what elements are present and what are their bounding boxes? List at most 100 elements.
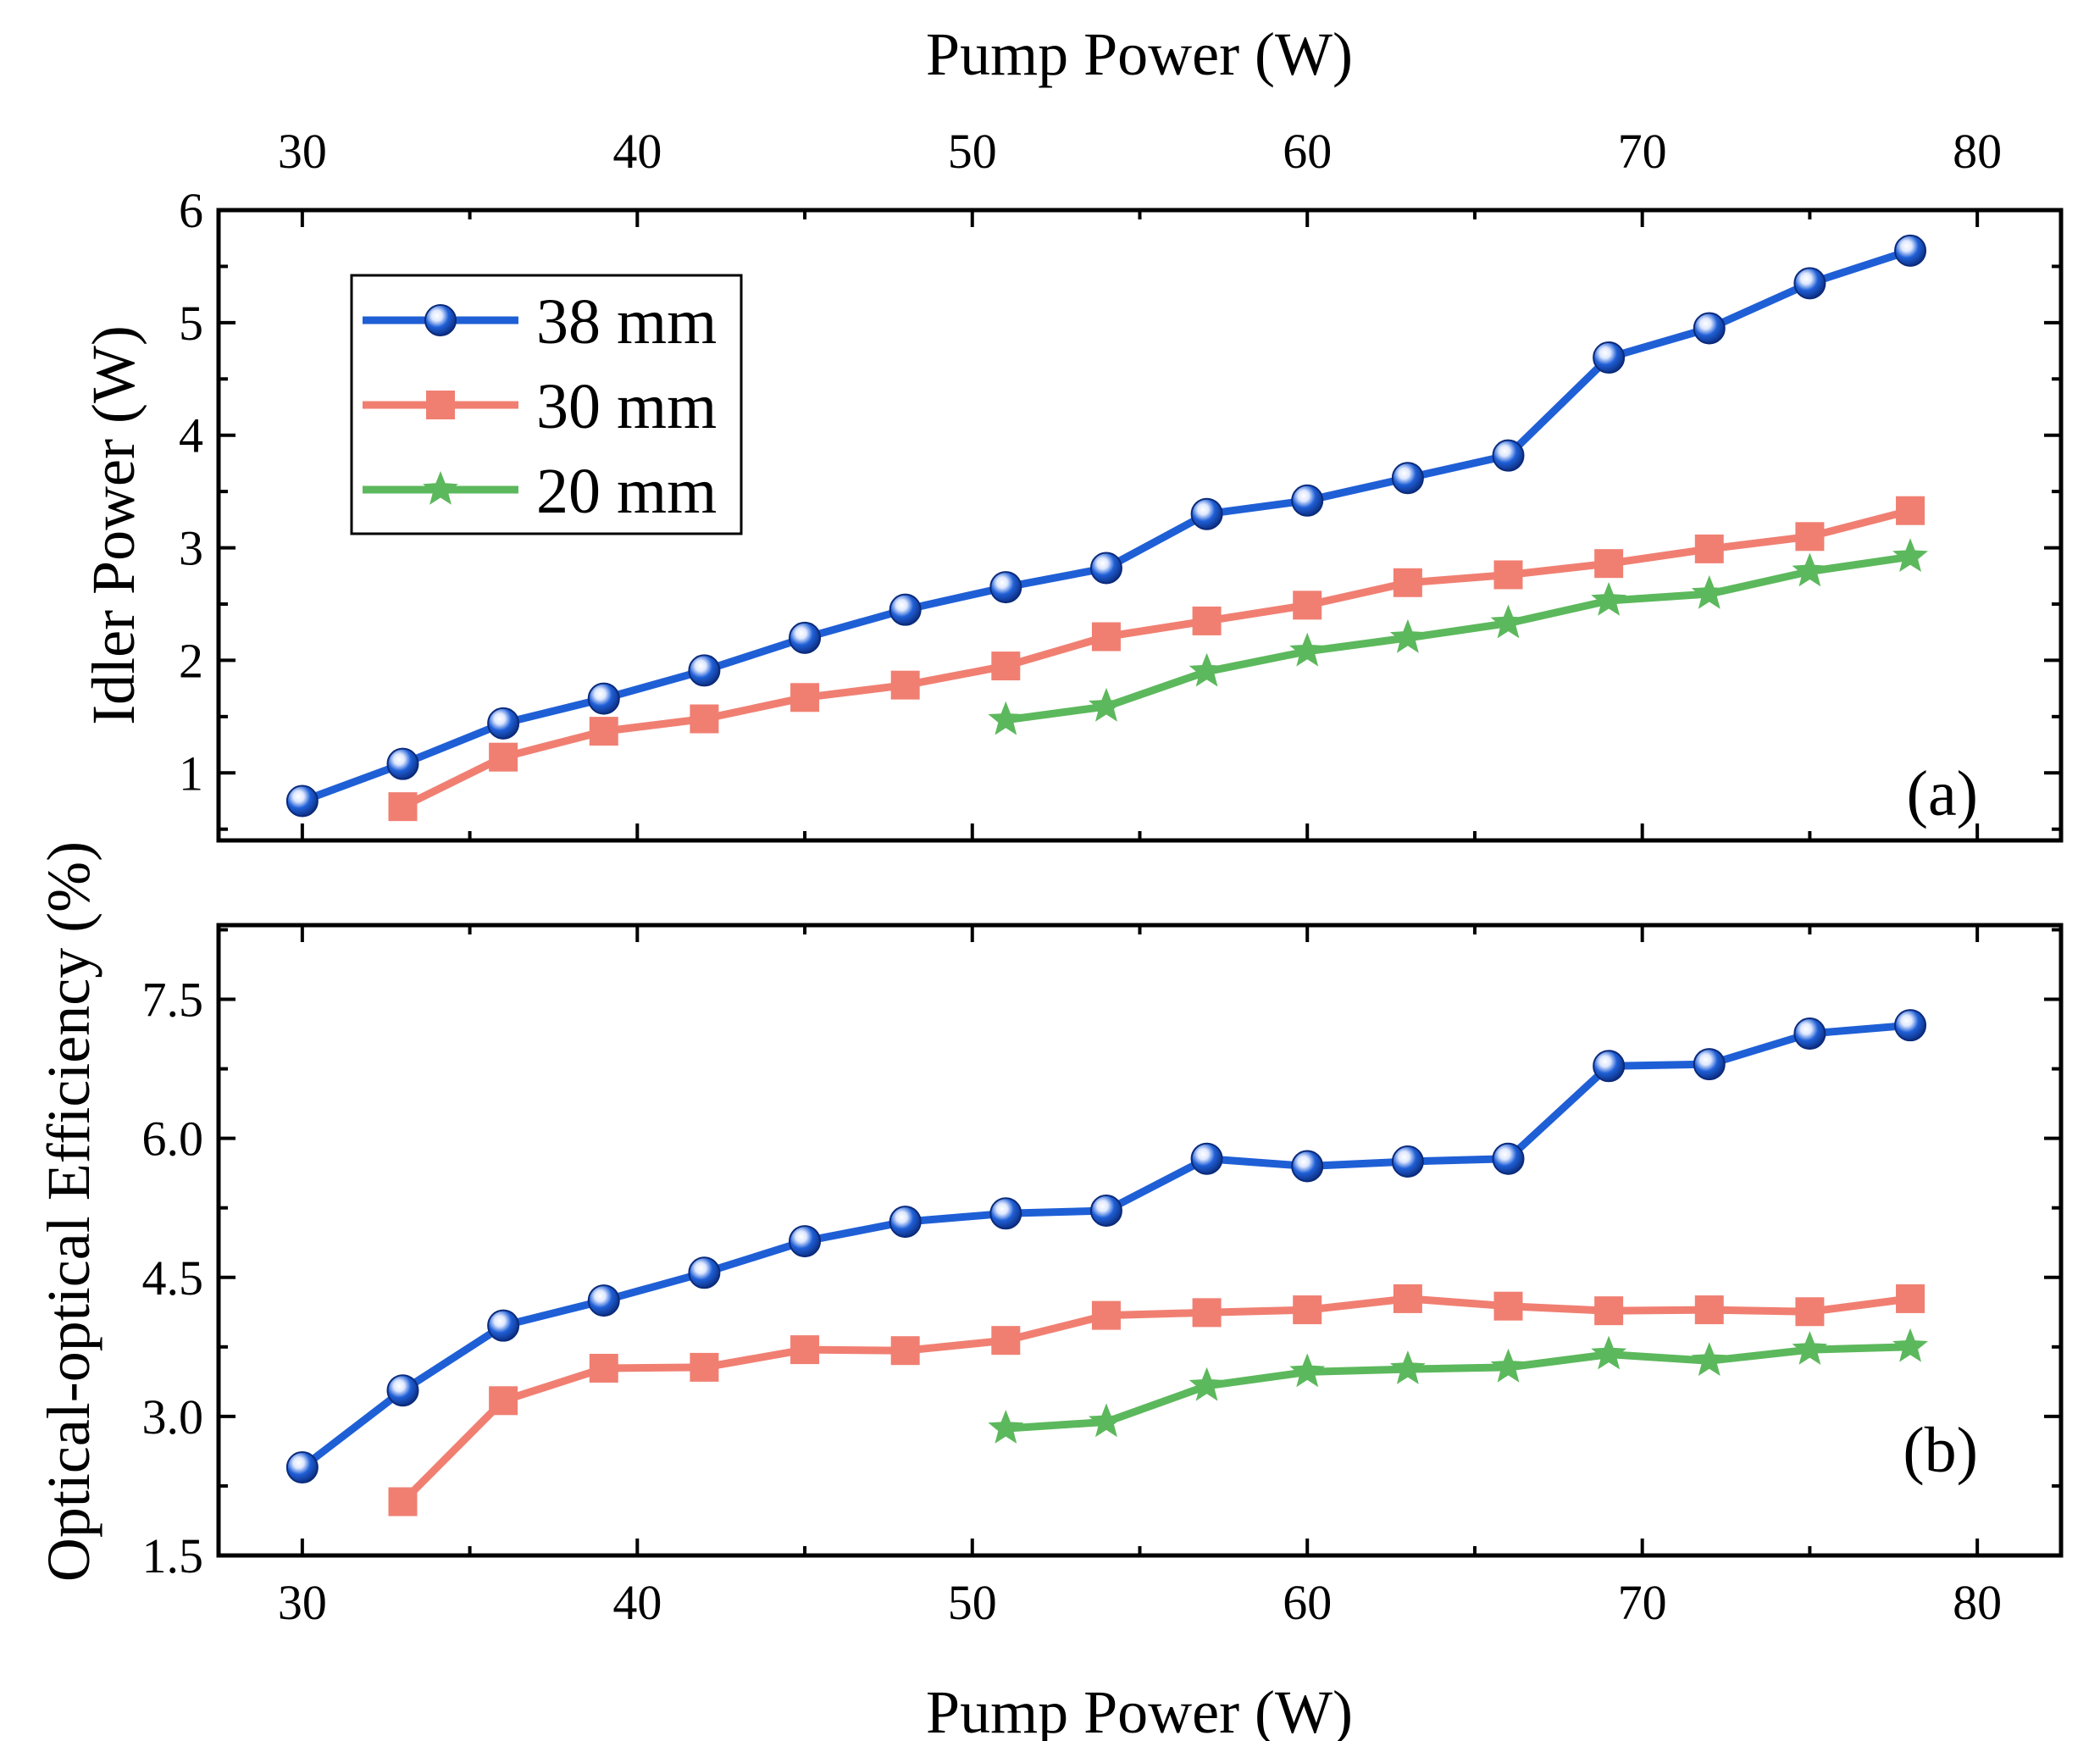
y-tick-label: 7.5: [142, 973, 204, 1028]
data-point-20mm: [1792, 552, 1828, 587]
legend-marker-38mm: [424, 304, 457, 336]
data-point-30mm: [991, 1326, 1021, 1356]
data-point-38mm: [487, 1309, 520, 1342]
x-tick-label: 30: [278, 1575, 327, 1630]
data-point-38mm: [1291, 484, 1324, 517]
data-point-30mm: [1493, 560, 1523, 590]
panel-a-ticks: 30 40 50 60 70 80 1 2 3 4 5 6: [179, 124, 2061, 840]
panel-a-idler-power: 30 40 50 60 70 80 1 2 3 4 5 6 Pump Power (W) Idler …: [80, 20, 2064, 843]
data-point-38mm: [889, 1206, 922, 1239]
data-point-38mm: [1492, 1142, 1525, 1175]
panel-a-x-axis-title: Pump Power (W): [926, 20, 1353, 88]
data-point-30mm: [1192, 1298, 1222, 1328]
panel-b-efficiency: 30 40 50 60 70 80 1.5 3.0 4.5 6.0 7.5 Pump Power (…: [35, 841, 2064, 1741]
legend-marker-20mm: [423, 471, 458, 505]
data-point-38mm: [487, 707, 520, 740]
panel-b-ticks: 30 40 50 60 70 80 1.5 3.0 4.5 6.0 7.5: [142, 925, 2061, 1630]
data-point-30mm: [991, 651, 1021, 681]
y-tick-label: 4: [179, 408, 203, 463]
data-point-20mm: [1591, 582, 1627, 616]
x-tick-label: 80: [1953, 1575, 2002, 1630]
data-point-30mm: [1795, 1297, 1825, 1327]
data-point-30mm: [589, 717, 618, 746]
data-point-20mm: [1289, 1353, 1326, 1388]
data-point-30mm: [690, 1352, 719, 1382]
data-point-38mm: [1391, 1145, 1424, 1178]
data-point-30mm: [1594, 549, 1624, 579]
panel-b-frame: [216, 923, 2064, 1558]
data-point-30mm: [489, 742, 518, 772]
y-tick-label: 5: [179, 296, 203, 351]
x-tick-label: 70: [1618, 124, 1667, 179]
data-point-30mm: [890, 1336, 920, 1366]
data-point-20mm: [1189, 652, 1225, 687]
panel-b-y-axis-title: Optical-optical Efficiency (%): [35, 841, 103, 1582]
data-point-20mm: [988, 701, 1024, 735]
series-30mm: [388, 1284, 1925, 1516]
data-point-38mm: [1291, 1150, 1324, 1183]
series-line-38mm: [300, 1021, 1911, 1471]
data-point-30mm: [890, 670, 920, 700]
data-point-30mm: [1795, 522, 1825, 552]
series-line-20mm: [1005, 552, 1911, 724]
data-point-30mm: [1896, 496, 1925, 525]
x-tick-label: 50: [948, 124, 997, 179]
series-38mm: [285, 1009, 1927, 1484]
data-point-30mm: [1091, 622, 1121, 651]
x-tick-label: 80: [1953, 124, 2002, 179]
data-point-38mm: [989, 1197, 1022, 1230]
data-point-30mm: [489, 1386, 518, 1416]
data-point-38mm: [1593, 1050, 1626, 1083]
data-point-38mm: [1793, 1017, 1826, 1051]
data-point-30mm: [1293, 590, 1322, 620]
data-point-38mm: [1793, 267, 1826, 300]
data-point-30mm: [589, 1353, 618, 1383]
data-point-38mm: [889, 593, 922, 626]
legend: 38 mm 30 mm 20 mm: [350, 274, 743, 535]
data-point-20mm: [1892, 1328, 1928, 1362]
data-point-20mm: [1792, 1331, 1828, 1365]
series-line-30mm: [400, 1295, 1911, 1505]
panel-b-x-axis-title: Pump Power (W): [926, 1678, 1353, 1741]
y-tick-label: 4.5: [142, 1250, 204, 1306]
y-tick-label: 6: [179, 183, 203, 238]
data-point-38mm: [688, 1256, 721, 1289]
y-tick-label: 2: [179, 633, 203, 688]
data-point-38mm: [587, 682, 620, 715]
data-point-38mm: [1894, 234, 1927, 267]
series-20mm: [988, 538, 1928, 735]
data-point-30mm: [1694, 1295, 1724, 1325]
data-point-20mm: [1490, 1348, 1527, 1383]
data-point-38mm: [285, 1451, 319, 1484]
data-point-30mm: [1896, 1284, 1925, 1313]
x-tick-label: 40: [612, 124, 662, 179]
panel-a-y-axis-title: Idler Power (W): [80, 325, 147, 725]
data-point-38mm: [789, 621, 822, 654]
series-38mm: [285, 234, 1927, 818]
data-point-20mm: [1389, 1350, 1426, 1384]
data-point-20mm: [1189, 1367, 1225, 1401]
data-point-30mm: [690, 704, 719, 734]
data-point-20mm: [1691, 575, 1727, 609]
y-tick-label: 3: [179, 521, 203, 576]
data-point-20mm: [1089, 1403, 1124, 1438]
data-point-20mm: [1892, 538, 1928, 572]
panel-b-label: (b): [1903, 1415, 1978, 1486]
data-point-20mm: [1691, 1342, 1727, 1376]
series-30mm: [388, 496, 1925, 822]
data-point-20mm: [1089, 687, 1124, 722]
data-point-20mm: [1591, 1335, 1627, 1370]
data-point-38mm: [1894, 1009, 1927, 1042]
data-point-38mm: [1190, 1142, 1223, 1175]
data-point-30mm: [1393, 1284, 1422, 1313]
panel-a-series: [285, 234, 1928, 822]
data-point-20mm: [1389, 618, 1426, 653]
legend-label-30mm: 30 mm: [536, 371, 717, 442]
data-point-30mm: [1192, 606, 1222, 635]
data-point-30mm: [1091, 1300, 1121, 1330]
data-point-30mm: [1393, 568, 1422, 597]
data-point-38mm: [1492, 439, 1525, 472]
data-point-20mm: [1289, 632, 1326, 667]
data-point-20mm: [988, 1410, 1024, 1444]
